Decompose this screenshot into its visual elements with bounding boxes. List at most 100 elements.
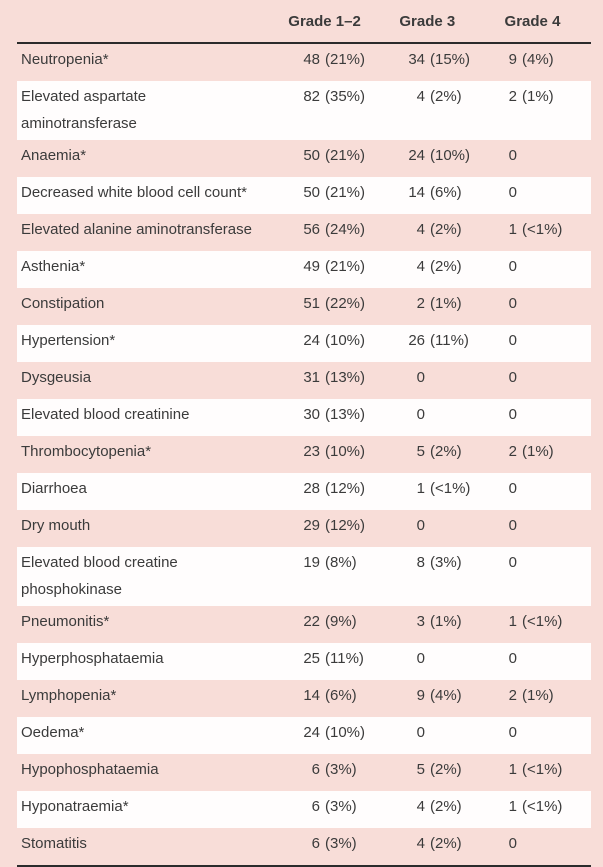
count-value: 0 [416, 369, 425, 386]
count-value: 0 [416, 517, 425, 534]
percent-value: (4%) [522, 51, 554, 68]
percent-value: (<1%) [522, 798, 563, 815]
grade-3-cell: 26 (11%) [398, 327, 503, 354]
count-value: 4 [416, 258, 425, 275]
count-value: 25 [303, 650, 320, 667]
count-value: 23 [303, 443, 320, 460]
count-value: 0 [508, 369, 517, 386]
column-header-grade-1-2-label: Grade 1–2 [288, 12, 361, 30]
count-value: 48 [303, 51, 320, 68]
table-row: Diarrhoea 28 (12%) 1 (<1%) 0 [17, 473, 591, 510]
count-value: 24 [408, 147, 425, 164]
percent-value: (24%) [325, 221, 366, 238]
percent-value: (13%) [325, 406, 366, 423]
table-row: Constipation 51 (22%) 2 (1%) 0 [17, 288, 591, 325]
table-row: Asthenia* 49 (21%) 4 (2%) 0 [17, 251, 591, 288]
grade-4-cell: 1 (<1%) [503, 793, 591, 820]
table-row: Elevated aspartate aminotransferase 82 (35… [17, 81, 591, 140]
grade-4-cell: 0 [503, 327, 591, 354]
table-row: Oedema* 24 (10%) 0 0 [17, 717, 591, 754]
column-header-grade-1-2: Grade 1–2 [285, 8, 394, 35]
count-value: 0 [508, 650, 517, 667]
count-value: 1 [416, 480, 425, 497]
percent-value: (1%) [430, 613, 462, 630]
table-row: Hypertension* 24 (10%) 26 (11%) 0 [17, 325, 591, 362]
adverse-event-label: Hyperphosphataemia [21, 650, 164, 667]
table-row: Dysgeusia 31 (13%) 0 0 [17, 362, 591, 399]
grade-4-cell: 0 [503, 645, 591, 672]
grade-3-cell: 0 [398, 512, 503, 539]
percent-value: (13%) [325, 369, 366, 386]
count-value: 9 [416, 687, 425, 704]
count-value: 5 [416, 761, 425, 778]
grade-1-2-cell: 6 (3%) [290, 756, 398, 783]
percent-value: (15%) [430, 51, 471, 68]
count-value: 2 [508, 88, 517, 105]
percent-value: (2%) [430, 88, 462, 105]
grade-4-cell: 0 [503, 401, 591, 428]
adverse-event-label: Decreased white blood cell count* [21, 184, 247, 201]
adverse-event-label: Oedema* [21, 724, 85, 741]
count-value: 5 [416, 443, 425, 460]
percent-value: (2%) [430, 761, 462, 778]
percent-value: (<1%) [522, 613, 563, 630]
table-body: Neutropenia* 48 (21%) 34 (15%) 9 (4%) Elevated … [17, 44, 591, 865]
header-rule [17, 42, 591, 44]
grade-1-2-cell: 48 (21%) [290, 46, 398, 73]
count-value: 24 [303, 724, 320, 741]
count-value: 49 [303, 258, 320, 275]
count-value: 51 [303, 295, 320, 312]
adverse-event-label: Elevated blood creatine phosphokinase [21, 554, 178, 598]
count-value: 0 [508, 480, 517, 497]
grade-4-cell: 0 [503, 719, 591, 746]
table-row: Neutropenia* 48 (21%) 34 (15%) 9 (4%) [17, 44, 591, 81]
grade-4-cell: 0 [503, 142, 591, 169]
percent-value: (3%) [430, 554, 462, 571]
count-value: 1 [508, 221, 517, 238]
count-value: 26 [408, 332, 425, 349]
grade-3-cell: 4 (2%) [398, 83, 503, 110]
percent-value: (21%) [325, 258, 366, 275]
percent-value: (9%) [325, 613, 357, 630]
table-row: Elevated alanine aminotransferase 56 (24%)… [17, 214, 591, 251]
count-value: 34 [408, 51, 425, 68]
count-value: 2 [508, 443, 517, 460]
adverse-event-label: Diarrhoea [21, 480, 87, 497]
table-row: Elevated blood creatine phosphokinase 19 (… [17, 547, 591, 606]
percent-value: (2%) [430, 835, 462, 852]
grade-3-cell: 2 (1%) [398, 290, 503, 317]
table-row: Hypophosphataemia 6 (3%) 5 (2%) 1 (<1%) [17, 754, 591, 791]
grade-1-2-cell: 23 (10%) [290, 438, 398, 465]
percent-value: (12%) [325, 517, 366, 534]
adverse-event-label: Stomatitis [21, 835, 87, 852]
grade-1-2-cell: 6 (3%) [290, 830, 398, 857]
count-value: 3 [416, 613, 425, 630]
count-value: 50 [303, 147, 320, 164]
count-value: 0 [416, 406, 425, 423]
grade-3-cell: 1 (<1%) [398, 475, 503, 502]
adverse-event-label: Elevated blood creatinine [21, 406, 190, 423]
grade-1-2-cell: 19 (8%) [290, 549, 398, 576]
count-value: 0 [416, 724, 425, 741]
grade-3-cell: 14 (6%) [398, 179, 503, 206]
percent-value: (<1%) [522, 761, 563, 778]
percent-value: (3%) [325, 835, 357, 852]
column-header-grade-4-label: Grade 4 [504, 12, 561, 30]
percent-value: (2%) [430, 798, 462, 815]
count-value: 1 [508, 761, 517, 778]
adverse-event-label: Thrombocytopenia* [21, 443, 152, 460]
percent-value: (6%) [430, 184, 462, 201]
grade-3-cell: 9 (4%) [398, 682, 503, 709]
grade-4-cell: 0 [503, 290, 591, 317]
count-value: 8 [416, 554, 425, 571]
grade-1-2-cell: 25 (11%) [290, 645, 398, 672]
grade-4-cell: 2 (1%) [503, 83, 591, 110]
table-row: Hyperphosphataemia 25 (11%) 0 0 [17, 643, 591, 680]
count-value: 14 [408, 184, 425, 201]
grade-1-2-cell: 82 (35%) [290, 83, 398, 110]
grade-1-2-cell: 31 (13%) [290, 364, 398, 391]
count-value: 9 [508, 51, 517, 68]
percent-value: (3%) [325, 761, 357, 778]
percent-value: (21%) [325, 51, 366, 68]
grade-1-2-cell: 50 (21%) [290, 142, 398, 169]
